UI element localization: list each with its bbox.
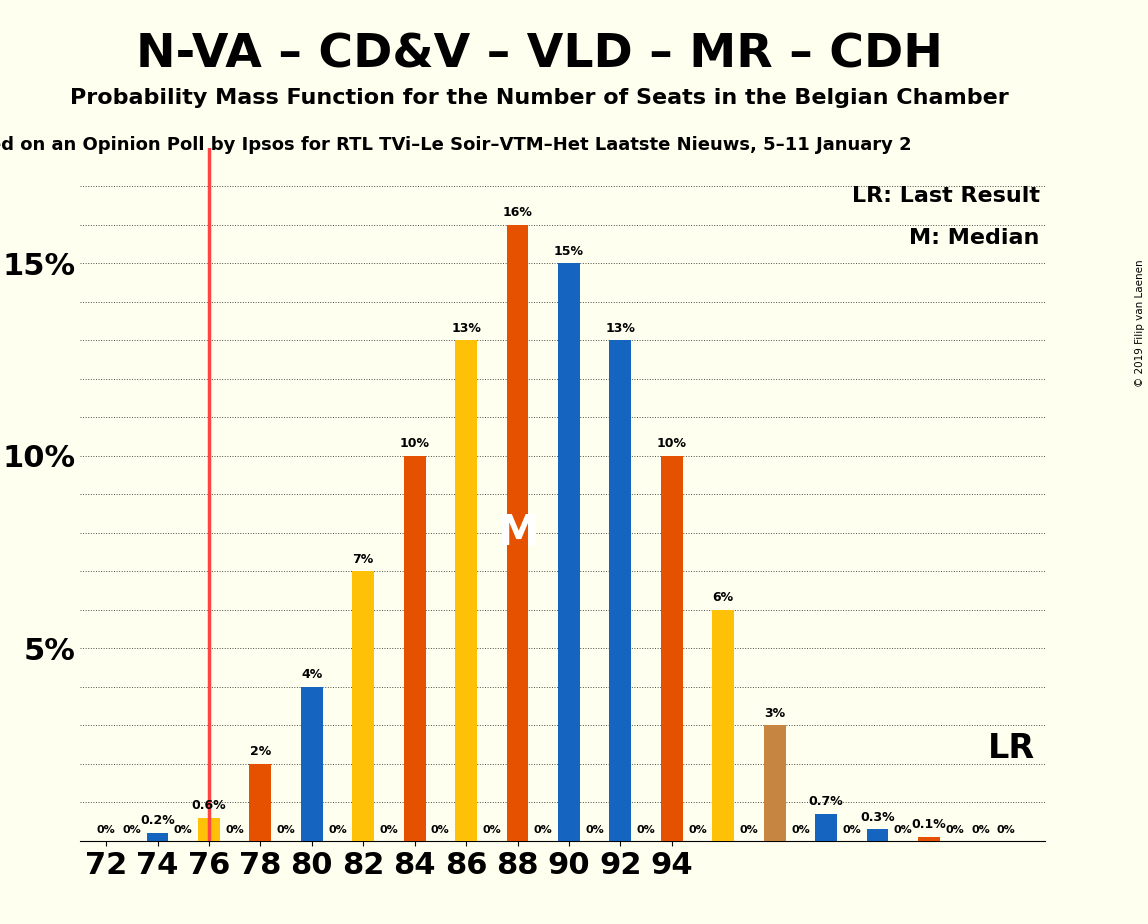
Text: 0%: 0% — [843, 825, 861, 835]
Text: 0%: 0% — [225, 825, 245, 835]
Text: 0%: 0% — [482, 825, 502, 835]
Text: 0%: 0% — [945, 825, 964, 835]
Bar — [147, 833, 169, 841]
Bar — [352, 571, 374, 841]
Text: 15%: 15% — [554, 245, 584, 258]
Text: 0%: 0% — [637, 825, 656, 835]
Text: Probability Mass Function for the Number of Seats in the Belgian Chamber: Probability Mass Function for the Number… — [70, 88, 1009, 108]
Text: 6%: 6% — [713, 591, 734, 604]
Text: 0%: 0% — [791, 825, 809, 835]
Text: M: Median: M: Median — [909, 227, 1040, 248]
Bar — [249, 764, 271, 841]
Bar — [918, 837, 940, 841]
Text: 0.1%: 0.1% — [912, 819, 946, 832]
Text: 10%: 10% — [400, 437, 429, 450]
Text: 0.6%: 0.6% — [192, 799, 226, 812]
Text: LR: Last Result: LR: Last Result — [852, 186, 1040, 206]
Text: 0%: 0% — [996, 825, 1016, 835]
Bar — [867, 830, 889, 841]
Text: M: M — [497, 512, 538, 553]
Text: 10%: 10% — [657, 437, 687, 450]
Bar — [301, 687, 323, 841]
Text: 0.3%: 0.3% — [860, 810, 894, 823]
Bar — [815, 814, 837, 841]
Bar — [610, 340, 631, 841]
Text: 0%: 0% — [894, 825, 913, 835]
Text: 0%: 0% — [380, 825, 398, 835]
Text: 0%: 0% — [430, 825, 450, 835]
Text: 0%: 0% — [739, 825, 759, 835]
Text: 0%: 0% — [534, 825, 552, 835]
Text: 0%: 0% — [173, 825, 193, 835]
Text: 0%: 0% — [123, 825, 141, 835]
Bar — [197, 818, 220, 841]
Bar — [404, 456, 426, 841]
Text: 0.7%: 0.7% — [808, 796, 844, 808]
Text: 3%: 3% — [765, 707, 785, 720]
Text: 13%: 13% — [451, 322, 481, 334]
Text: 16%: 16% — [503, 206, 533, 219]
Text: 0.2%: 0.2% — [140, 814, 174, 827]
Bar — [506, 225, 528, 841]
Text: 4%: 4% — [301, 668, 323, 681]
Text: 0%: 0% — [328, 825, 347, 835]
Bar — [763, 725, 785, 841]
Text: 7%: 7% — [352, 553, 374, 565]
Text: 13%: 13% — [605, 322, 635, 334]
Bar — [455, 340, 478, 841]
Text: ed on an Opinion Poll by Ipsos for RTL TVi–Le Soir–VTM–Het Laatste Nieuws, 5–11 : ed on an Opinion Poll by Ipsos for RTL T… — [0, 136, 912, 153]
Text: © 2019 Filip van Laenen: © 2019 Filip van Laenen — [1135, 260, 1145, 387]
Text: 0%: 0% — [585, 825, 604, 835]
Text: 0%: 0% — [96, 825, 116, 835]
Bar — [558, 263, 580, 841]
Text: 0%: 0% — [688, 825, 707, 835]
Bar — [712, 610, 735, 841]
Text: N-VA – CD&V – VLD – MR – CDH: N-VA – CD&V – VLD – MR – CDH — [137, 32, 943, 78]
Text: 2%: 2% — [250, 745, 271, 758]
Bar — [661, 456, 683, 841]
Text: LR: LR — [988, 732, 1035, 765]
Text: 0%: 0% — [971, 825, 990, 835]
Text: 0%: 0% — [277, 825, 295, 835]
